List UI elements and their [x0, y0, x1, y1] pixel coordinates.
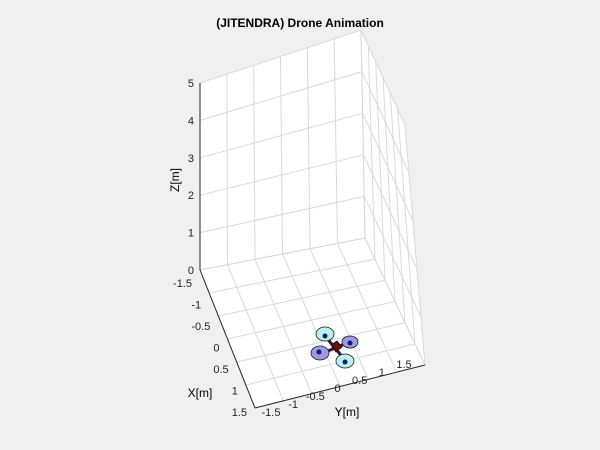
z-tick-labels: 0 1 2 3 4 5 — [188, 78, 194, 277]
z-tick-label: 3 — [188, 153, 194, 165]
y-tick-labels: -1.5 -1 -0.5 0 0.5 1 1.5 — [262, 359, 412, 419]
right-wall-grid-x — [404, 124, 426, 366]
z-tick-label: 1 — [188, 228, 194, 240]
grid-lines — [199, 29, 426, 409]
right-wall-grid-x — [397, 109, 416, 344]
back-wall-grid-y — [280, 56, 283, 255]
y-tick-label: 1 — [379, 367, 385, 379]
x-tick-label: -0.5 — [191, 321, 210, 333]
y-tick-label: -1.5 — [262, 407, 281, 419]
right-wall-grid-x — [360, 29, 366, 239]
y-tick-label: 1.5 — [396, 359, 411, 371]
x-tick-label: 0.5 — [213, 364, 228, 376]
x-tick-label: -1.5 — [173, 278, 192, 290]
x-tick-label: 0 — [213, 343, 219, 355]
back-wall-grid-y — [253, 65, 256, 260]
x-tick-label: 1 — [232, 386, 238, 398]
back-wall-pane — [200, 30, 365, 270]
y-tick-label: -1 — [288, 399, 298, 411]
z-tick-label: 5 — [188, 78, 194, 90]
back-wall-grid-y — [333, 38, 338, 244]
x-tick-labels: -1.5 -1 -0.50 0.5 1 1.5 — [173, 278, 247, 419]
drone-model — [310, 326, 359, 369]
right-wall-grid-x — [375, 61, 386, 281]
drone-body — [330, 340, 343, 353]
y-tick-label: -0.5 — [306, 391, 325, 403]
y-tick-label: 0.5 — [352, 375, 367, 387]
y-tick-label: 0 — [334, 383, 340, 395]
right-wall-pane — [361, 30, 425, 365]
rotor-hub-3 — [316, 349, 322, 355]
x-tick-label: -1 — [191, 300, 201, 312]
floor-grid-y — [337, 243, 398, 373]
z-tick-label: 2 — [188, 190, 194, 202]
y-axis-line — [254, 364, 426, 409]
right-wall-grid-x — [382, 77, 396, 302]
x-tick-label: 1.5 — [232, 407, 247, 419]
back-wall-grid-y — [226, 74, 228, 265]
rotor-hub-4 — [342, 359, 348, 365]
chart-title: (JITENDRA) Drone Animation — [216, 16, 384, 30]
back-wall-grid-y — [306, 47, 311, 249]
z-tick-label: 4 — [188, 115, 194, 127]
y-axis-label: Y[m] — [335, 405, 360, 419]
right-wall-grid-x — [389, 93, 406, 323]
x-axis-line — [199, 269, 256, 409]
rotor-hub-2 — [347, 340, 353, 346]
right-wall-grid-x — [367, 45, 376, 260]
x-axis-label: X[m] — [188, 386, 213, 400]
z-tick-label: 0 — [188, 265, 194, 277]
z-axis-label: Z[m] — [168, 168, 182, 192]
rotor-hub-1 — [322, 333, 328, 339]
